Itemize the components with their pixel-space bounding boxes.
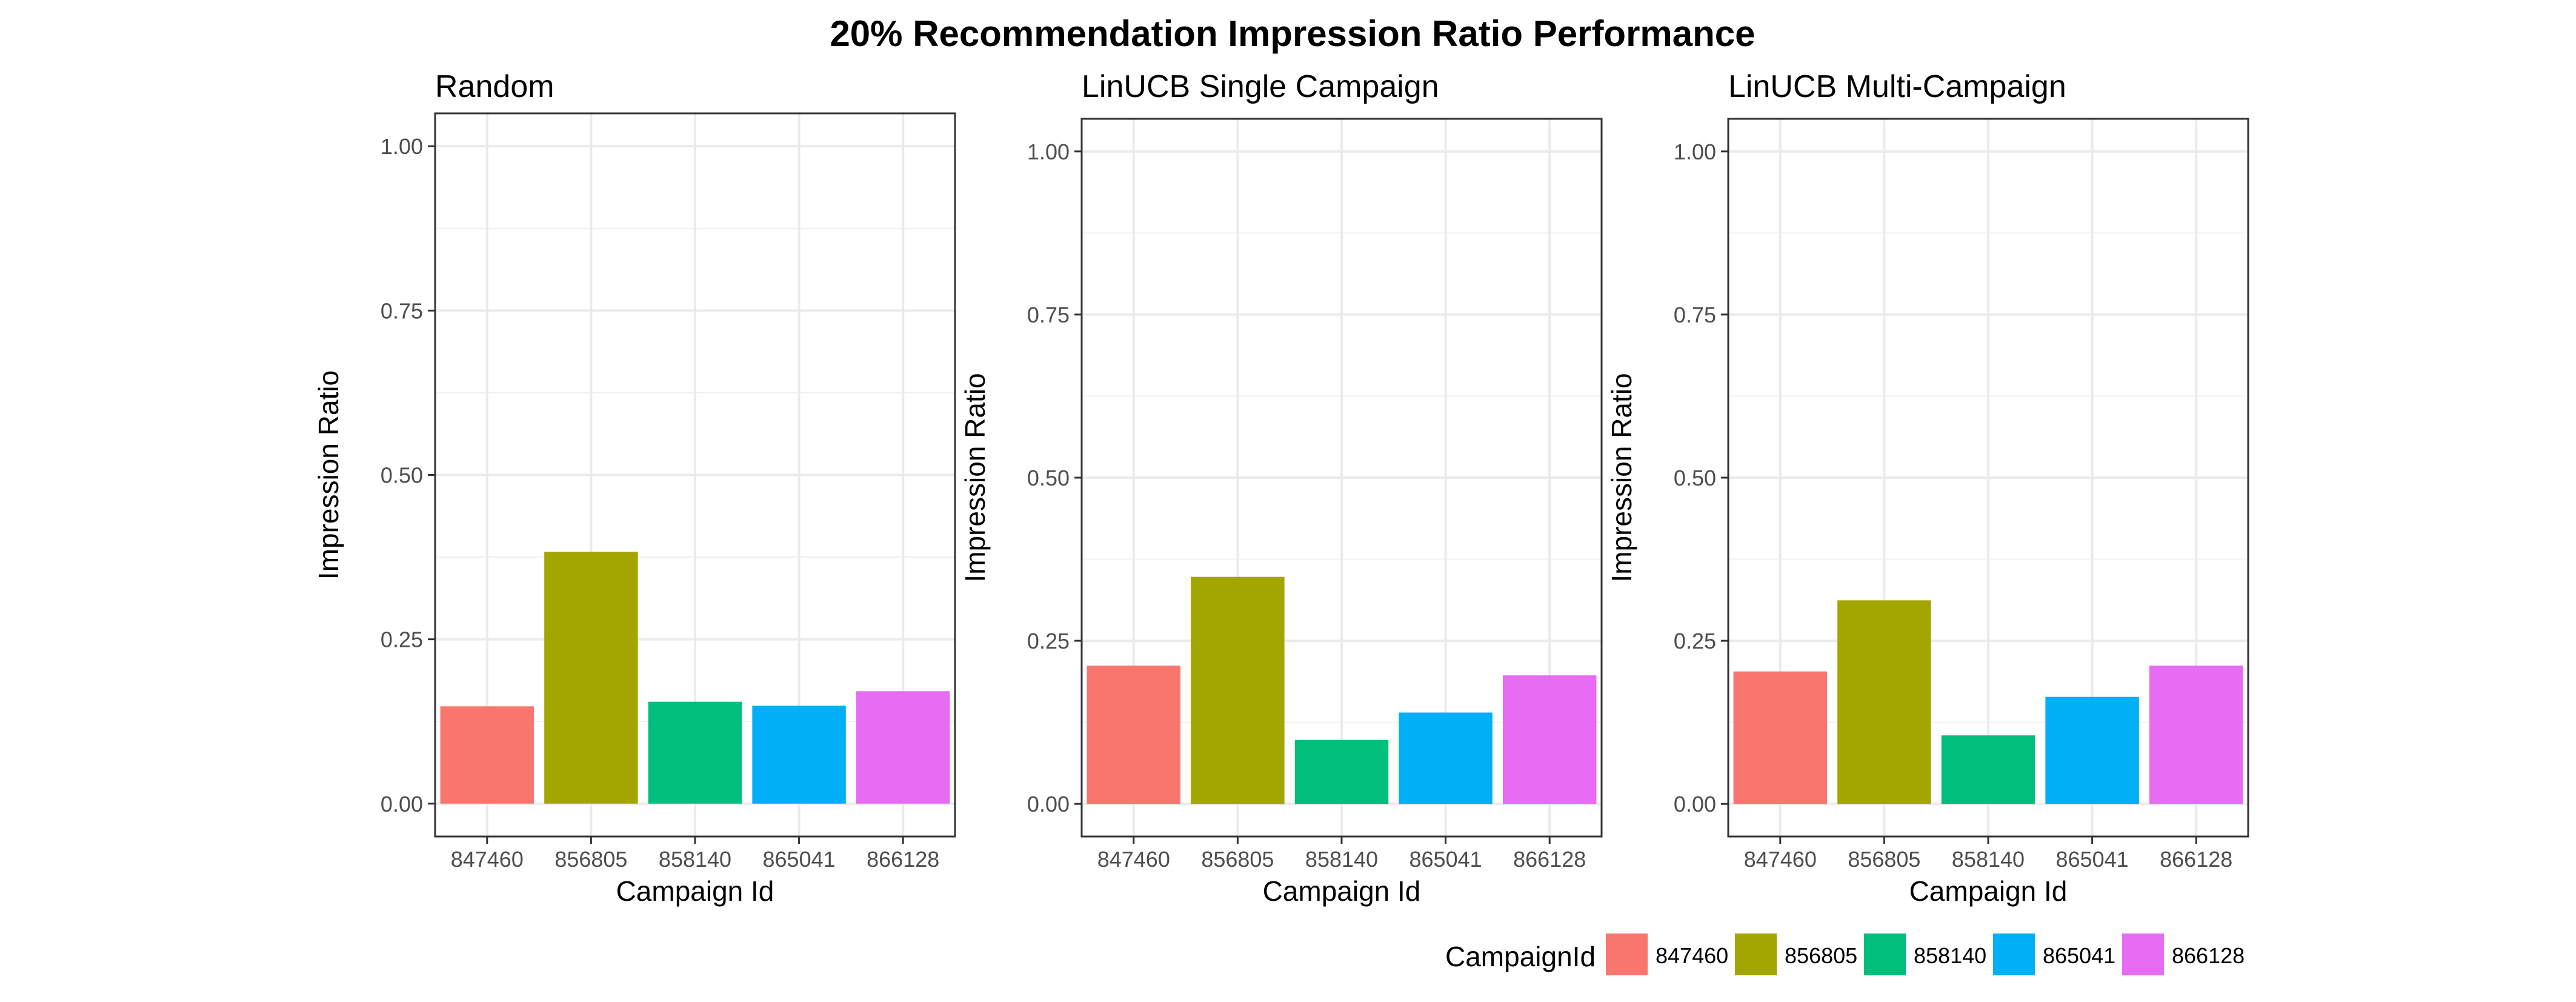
legend-label: 847460 [1656, 943, 1728, 968]
x-axis-label: Campaign Id [1909, 875, 2068, 907]
x-tick-label: 865041 [1409, 847, 1482, 872]
y-tick-label: 0.00 [1674, 792, 1716, 817]
y-tick-label: 0.25 [1674, 629, 1716, 653]
x-tick-label: 866128 [1513, 847, 1586, 872]
x-tick-label: 858140 [1305, 847, 1378, 872]
y-tick-label: 0.50 [1674, 466, 1716, 490]
legend: CampaignId 847460 856805 858140 865041 866128 [1445, 934, 2245, 975]
bar-858140 [1294, 740, 1389, 804]
legend-item-847460: 847460 [1606, 934, 1728, 975]
legend-swatch [1735, 934, 1777, 975]
bar-856805 [1191, 576, 1285, 804]
x-tick-label: 858140 [1952, 847, 2025, 872]
panel-title: LinUCB Single Campaign [1082, 69, 1439, 104]
legend-item-865041: 865041 [1993, 934, 2115, 975]
x-tick-label: 847460 [451, 847, 524, 872]
panel-2: 0.00 0.25 0.50 0.75 1.00 847460 856805 858140 86… [959, 69, 1603, 907]
y-axis-label: Impression Ratio [959, 373, 991, 582]
y-axis-label: Impression Ratio [1606, 373, 1637, 582]
bar-866128 [2149, 665, 2243, 804]
x-axis-label: Campaign Id [616, 875, 774, 907]
bar-847460 [1733, 671, 1828, 804]
panel-title: Random [435, 69, 554, 104]
bar-865041 [752, 706, 846, 804]
y-tick-label: 0.50 [1027, 466, 1070, 490]
x-tick-label: 865041 [2056, 847, 2129, 872]
legend-swatch [1864, 934, 1906, 975]
x-tick-label: 856805 [1848, 847, 1920, 872]
x-tick-label: 858140 [659, 847, 731, 872]
y-axis-label: Impression Ratio [313, 370, 344, 579]
y-tick-label: 0.00 [1027, 792, 1070, 817]
chart-panels: 0.00 0.25 0.50 0.75 1.00 847460 856805 858140 86… [313, 69, 2249, 907]
bar-856805 [544, 552, 638, 804]
x-tick-label: 866128 [867, 847, 939, 872]
y-tick-label: 0.75 [381, 298, 423, 323]
figure-title: 20% Recommendation Impression Ratio Perf… [830, 13, 1755, 54]
x-tick-label: 847460 [1097, 847, 1170, 872]
y-tick-label: 0.50 [381, 463, 423, 488]
x-tick-label: 866128 [2160, 847, 2232, 872]
y-tick-label: 0.00 [381, 792, 423, 817]
y-tick-label: 0.25 [381, 627, 423, 652]
bar-847460 [1087, 665, 1181, 804]
x-axis-label: Campaign Id [1263, 875, 1421, 907]
legend-item-858140: 858140 [1864, 934, 1986, 975]
panel-1: 0.00 0.25 0.50 0.75 1.00 847460 856805 858140 86… [313, 69, 956, 907]
bar-866128 [856, 691, 950, 804]
x-tick-label: 847460 [1744, 847, 1817, 872]
y-tick-label: 1.00 [1027, 139, 1070, 164]
bar-858140 [1941, 735, 2035, 804]
bar-865041 [1399, 712, 1493, 804]
y-tick-label: 0.25 [1027, 629, 1070, 653]
panel-3: 0.00 0.25 0.50 0.75 1.00 847460 856805 858140 86… [1606, 69, 2249, 907]
y-tick-label: 0.75 [1027, 302, 1070, 327]
legend-item-856805: 856805 [1735, 934, 1857, 975]
y-tick-label: 1.00 [381, 134, 423, 159]
legend-label: 866128 [2172, 943, 2245, 968]
y-tick-label: 1.00 [1674, 139, 1716, 164]
legend-swatch [1606, 934, 1648, 975]
legend-item-866128: 866128 [2122, 934, 2245, 975]
legend-swatch [2122, 934, 2164, 975]
legend-label: 865041 [2043, 943, 2115, 968]
panel-title: LinUCB Multi-Campaign [1728, 69, 2066, 104]
x-tick-label: 856805 [1201, 847, 1274, 872]
bar-847460 [440, 706, 534, 804]
legend-title: CampaignId [1445, 941, 1596, 972]
bar-856805 [1837, 600, 1931, 804]
y-tick-label: 0.75 [1674, 302, 1716, 327]
legend-swatch [1993, 934, 2035, 975]
legend-label: 858140 [1914, 943, 1986, 968]
x-tick-label: 865041 [763, 847, 836, 872]
bar-866128 [1502, 675, 1597, 804]
x-tick-label: 856805 [554, 847, 627, 872]
bar-865041 [2045, 696, 2139, 804]
bar-858140 [648, 701, 742, 804]
legend-label: 856805 [1785, 943, 1857, 968]
